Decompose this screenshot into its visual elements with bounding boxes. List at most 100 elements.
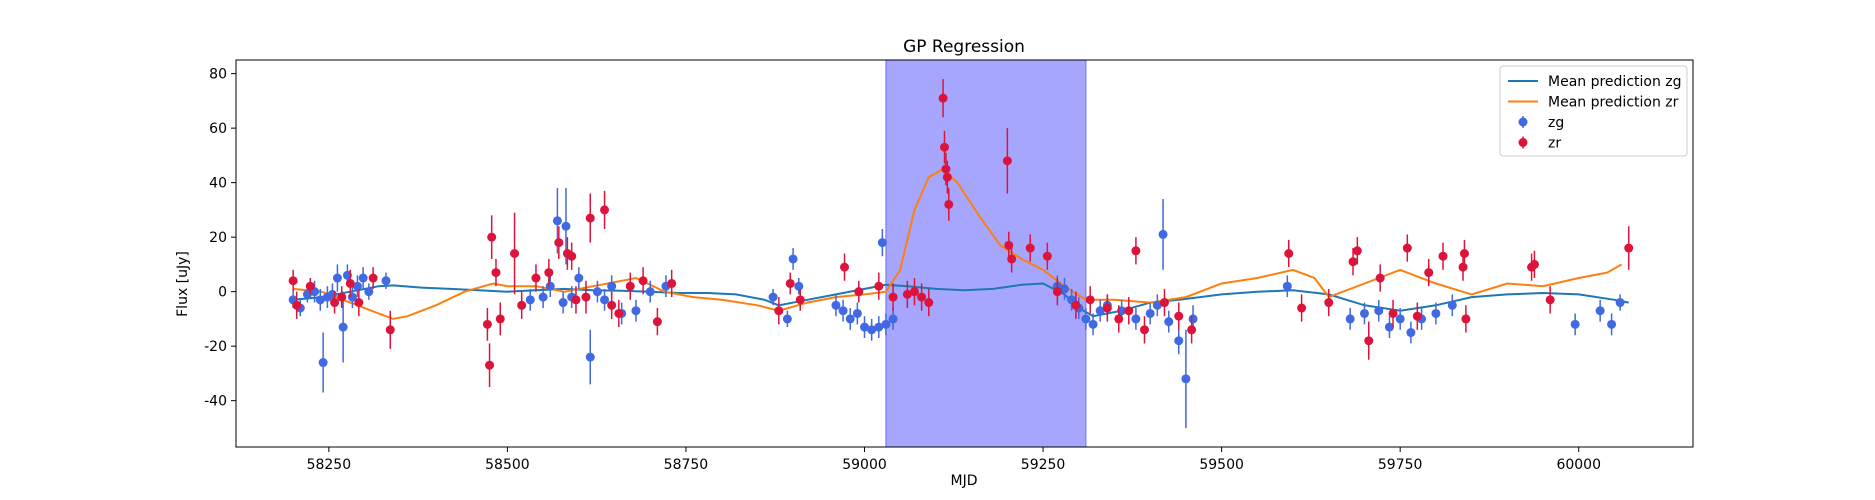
- data-point-zr: [1545, 295, 1555, 305]
- data-point-zg: [788, 254, 798, 264]
- legend-marker-icon: [1518, 138, 1528, 147]
- x-tick-label: 58750: [664, 457, 709, 473]
- y-tick-label: 40: [209, 176, 227, 192]
- data-point-zg: [561, 221, 571, 231]
- data-point-zr: [607, 300, 617, 310]
- data-point-zr: [345, 278, 355, 288]
- data-point-zr: [1114, 314, 1124, 324]
- data-point-zr: [531, 273, 541, 283]
- data-point-zg: [782, 314, 792, 324]
- legend-label: zr: [1548, 136, 1561, 152]
- data-point-zr: [491, 268, 501, 278]
- data-point-zr: [1174, 311, 1184, 321]
- data-point-zg: [1374, 306, 1384, 316]
- data-point-zg: [545, 281, 555, 291]
- data-point-zr: [1375, 273, 1385, 283]
- data-point-zg: [1615, 298, 1625, 308]
- data-point-zg: [1431, 308, 1441, 318]
- data-point-zr: [585, 213, 595, 223]
- data-point-zr: [1007, 254, 1017, 264]
- data-point-zg: [1570, 319, 1580, 329]
- data-point-zr: [1459, 249, 1469, 258]
- data-point-zr: [292, 300, 302, 310]
- data-point-zr: [1131, 246, 1141, 256]
- data-point-zr: [517, 300, 527, 310]
- y-tick-label: -20: [204, 339, 227, 355]
- data-point-zg: [525, 295, 535, 305]
- data-point-zr: [795, 295, 805, 305]
- data-point-zg: [867, 325, 877, 335]
- data-point-zr: [1071, 300, 1081, 310]
- data-point-zg: [552, 216, 562, 226]
- data-point-zr: [1402, 243, 1412, 253]
- x-tick-label: 59500: [1199, 457, 1244, 473]
- data-point-zr: [1052, 287, 1062, 297]
- data-point-zr: [482, 319, 492, 329]
- legend-label: Mean prediction zg: [1548, 74, 1682, 90]
- data-point-zg: [381, 276, 391, 286]
- data-point-zr: [785, 278, 795, 288]
- data-point-zr: [487, 232, 497, 242]
- data-point-zr: [337, 292, 347, 302]
- data-point-zr: [910, 287, 920, 297]
- data-point-zg: [1152, 300, 1162, 310]
- y-tick-label: 60: [209, 121, 227, 137]
- data-point-zg: [1181, 374, 1191, 384]
- chart-title: GP Regression: [903, 37, 1025, 57]
- data-point-zg: [315, 295, 325, 305]
- data-point-zr: [1187, 325, 1197, 335]
- x-tick-label: 58500: [485, 457, 530, 473]
- data-point-zg: [1145, 308, 1155, 318]
- data-point-zr: [1159, 298, 1169, 308]
- shaded-region: [885, 59, 1087, 448]
- data-point-zg: [860, 322, 870, 332]
- plot-area: 58250 58500 58750 59000 59250 59500 59750 60000…: [204, 59, 1694, 473]
- data-point-zr: [1085, 295, 1095, 305]
- data-point-zr: [902, 289, 912, 299]
- data-point-zr: [1461, 314, 1471, 324]
- y-tick-label: 80: [209, 67, 227, 83]
- data-point-zg: [1095, 306, 1105, 316]
- data-point-zr: [1102, 303, 1112, 313]
- data-point-zg: [1174, 336, 1184, 346]
- data-point-zg: [1131, 314, 1141, 324]
- legend-label: Mean prediction zr: [1548, 95, 1679, 111]
- data-point-zg: [881, 319, 891, 329]
- data-point-zr: [614, 308, 624, 318]
- data-point-zr: [1388, 308, 1398, 318]
- data-point-zr: [940, 142, 950, 152]
- data-point-zr: [544, 268, 554, 278]
- data-point-zr: [485, 360, 495, 370]
- data-point-zg: [877, 238, 887, 248]
- data-point-zr: [495, 314, 505, 324]
- data-point-zr: [854, 287, 864, 297]
- data-point-zr: [944, 199, 954, 209]
- data-point-zr: [385, 325, 395, 335]
- data-point-zr: [1324, 298, 1334, 308]
- data-point-zr: [581, 292, 591, 302]
- data-point-zr: [1025, 243, 1035, 253]
- data-point-zr: [1002, 156, 1012, 166]
- data-point-zg: [645, 287, 655, 297]
- data-point-zr: [288, 276, 298, 286]
- data-point-zr: [600, 205, 610, 215]
- series-line-zr: [293, 167, 1623, 320]
- data-point-zr: [874, 281, 884, 291]
- data-point-zr: [1412, 311, 1422, 321]
- data-point-zg: [1158, 229, 1168, 239]
- data-point-zr: [1042, 251, 1052, 261]
- legend-marker-icon: [1518, 117, 1528, 127]
- data-point-zg: [874, 322, 884, 332]
- data-point-zg: [1164, 317, 1174, 327]
- data-point-zg: [1595, 306, 1605, 316]
- data-point-zg: [845, 314, 855, 324]
- data-point-zr: [942, 172, 952, 182]
- data-point-zr: [1139, 325, 1149, 335]
- data-point-zg: [352, 281, 362, 291]
- y-tick-label: -40: [204, 394, 227, 410]
- data-point-zr: [305, 281, 315, 291]
- data-point-zr: [888, 292, 898, 302]
- data-point-zr: [1284, 249, 1294, 258]
- plot-frame: [235, 59, 1694, 448]
- x-tick-label: 59750: [1378, 457, 1423, 473]
